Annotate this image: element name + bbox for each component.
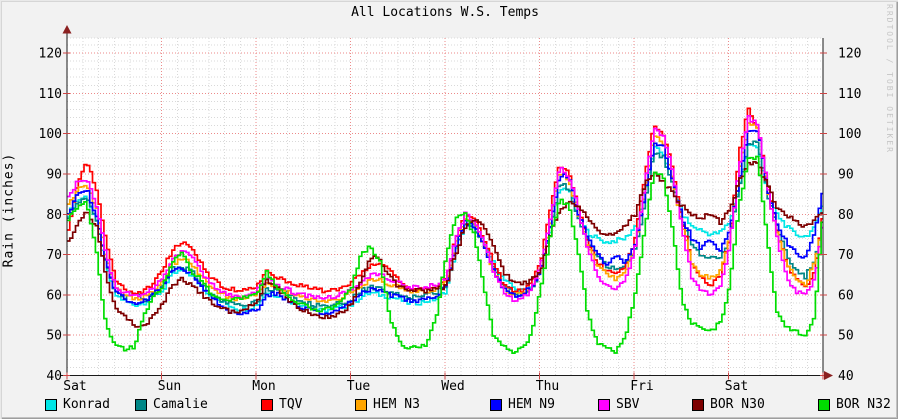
- y-tick-label-right: 110: [838, 87, 861, 102]
- series-line-konrad: [67, 143, 823, 313]
- axis-ticks: [63, 52, 827, 380]
- y-tick-label-left: 40: [46, 369, 62, 384]
- legend-item-tqv: TQV: [261, 397, 303, 412]
- series-line-sbv: [67, 114, 823, 302]
- legend-label-bor-n30: BOR N30: [710, 397, 765, 412]
- y-tick-label-left: 80: [46, 208, 62, 223]
- rrdtool-watermark: RRDTOOL / TOBI OETIKER: [885, 4, 894, 154]
- x-tick-label: Mon: [252, 379, 275, 394]
- legend-swatch-camalie: [135, 398, 147, 411]
- legend-swatch-hem-n3: [355, 398, 367, 411]
- x-tick-label: Sat: [725, 379, 748, 394]
- legend-item-hem-n3: HEM N3: [355, 397, 420, 412]
- legend-label-sbv: SBV: [616, 397, 640, 412]
- x-tick-label: Thu: [536, 379, 559, 394]
- x-tick-label: Tue: [347, 379, 371, 394]
- y-tick-label-right: 120: [838, 47, 861, 62]
- legend-label-bor-n32: BOR N32: [836, 397, 891, 412]
- x-axis-arrow: [824, 371, 833, 380]
- legend-label-tqv: TQV: [279, 397, 303, 412]
- x-tick-label: Sat: [63, 379, 86, 394]
- legend-label-hem-n9: HEM N9: [508, 397, 555, 412]
- legend-swatch-tqv: [261, 398, 273, 411]
- legend-swatch-sbv: [598, 398, 610, 411]
- x-tick-labels: Sat Sun Mon Tue Wed Thu Fri Sat: [63, 379, 748, 394]
- y-tick-label-right: 70: [838, 248, 854, 263]
- y-tick-label-right: 60: [838, 288, 854, 303]
- y-tick-label-left: 110: [39, 87, 62, 102]
- legend-item-sbv: SBV: [598, 397, 640, 412]
- series-lines: [67, 107, 823, 354]
- y-tick-label-left: 120: [39, 47, 62, 62]
- legend-label-konrad: Konrad: [63, 397, 110, 412]
- y-tick-label-left: 100: [39, 127, 62, 142]
- legend-item-hem-n9: HEM N9: [490, 397, 555, 412]
- y-tick-label-right: 50: [838, 329, 854, 344]
- legend-swatch-konrad: [45, 398, 57, 411]
- chart-title: All Locations W.S. Temps: [351, 5, 539, 20]
- x-tick-label: Sun: [158, 379, 181, 394]
- x-tick-label: Fri: [630, 379, 653, 394]
- series-line-hem-n3: [67, 122, 823, 303]
- legend-item-camalie: Camalie: [135, 397, 208, 412]
- legend-item-bor-n30: BOR N30: [692, 397, 765, 412]
- y-tick-label-left: 70: [46, 248, 62, 263]
- legend-swatch-hem-n9: [490, 398, 502, 411]
- y-tick-labels: 40 40 50 50 60 60 70 70 80 80 90 90 100 100 110 110 120 1…: [39, 47, 862, 385]
- y-tick-label-left: 90: [46, 168, 62, 183]
- y-tick-label-right: 90: [838, 168, 854, 183]
- x-tick-label: Wed: [441, 379, 464, 394]
- series-line-tqv: [67, 107, 823, 295]
- series-line-bor-n32: [67, 155, 823, 354]
- y-tick-label-left: 50: [46, 329, 62, 344]
- y-tick-label-right: 40: [838, 369, 854, 384]
- y-tick-label-right: 100: [838, 127, 861, 142]
- y-tick-label-right: 80: [838, 208, 854, 223]
- y-tick-label-left: 60: [46, 288, 62, 303]
- series-line-bor-n30: [67, 161, 823, 328]
- legend-swatch-bor-n30: [692, 398, 704, 411]
- legend-label-camalie: Camalie: [153, 397, 208, 412]
- legend-swatch-bor-n32: [818, 398, 830, 411]
- legend-item-konrad: Konrad: [45, 397, 110, 412]
- legend-item-bor-n32: BOR N32: [818, 397, 891, 412]
- y-axis-arrow: [62, 25, 72, 34]
- legend-label-hem-n3: HEM N3: [373, 397, 420, 412]
